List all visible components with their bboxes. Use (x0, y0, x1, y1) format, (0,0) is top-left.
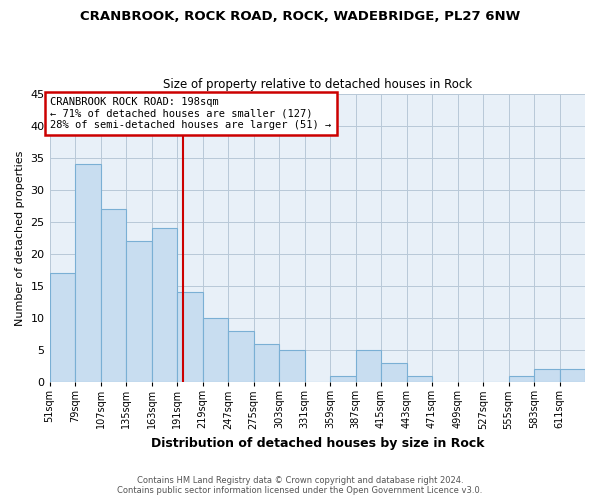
Bar (50, 273, 75, 382)
Text: Contains HM Land Registry data © Crown copyright and database right 2024.
Contai: Contains HM Land Registry data © Crown c… (118, 476, 482, 495)
Bar (356, 350, 381, 382)
Bar (101, 209, 126, 382)
Bar (534, 370, 560, 382)
Y-axis label: Number of detached properties: Number of detached properties (15, 150, 25, 326)
Bar (177, 292, 203, 382)
Bar (228, 331, 254, 382)
Title: Size of property relative to detached houses in Rock: Size of property relative to detached ho… (163, 78, 472, 91)
Bar (330, 376, 356, 382)
Bar (560, 370, 585, 382)
Bar (381, 363, 407, 382)
Text: CRANBROOK, ROCK ROAD, ROCK, WADEBRIDGE, PL27 6NW: CRANBROOK, ROCK ROAD, ROCK, WADEBRIDGE, … (80, 10, 520, 23)
Bar (407, 376, 432, 382)
Bar (509, 376, 534, 382)
Bar (152, 228, 177, 382)
Bar (203, 318, 228, 382)
Bar (75, 164, 101, 382)
Bar (126, 241, 152, 382)
X-axis label: Distribution of detached houses by size in Rock: Distribution of detached houses by size … (151, 437, 484, 450)
Text: CRANBROOK ROCK ROAD: 198sqm
← 71% of detached houses are smaller (127)
28% of se: CRANBROOK ROCK ROAD: 198sqm ← 71% of det… (50, 97, 332, 130)
Bar (254, 344, 279, 382)
Bar (279, 350, 305, 382)
